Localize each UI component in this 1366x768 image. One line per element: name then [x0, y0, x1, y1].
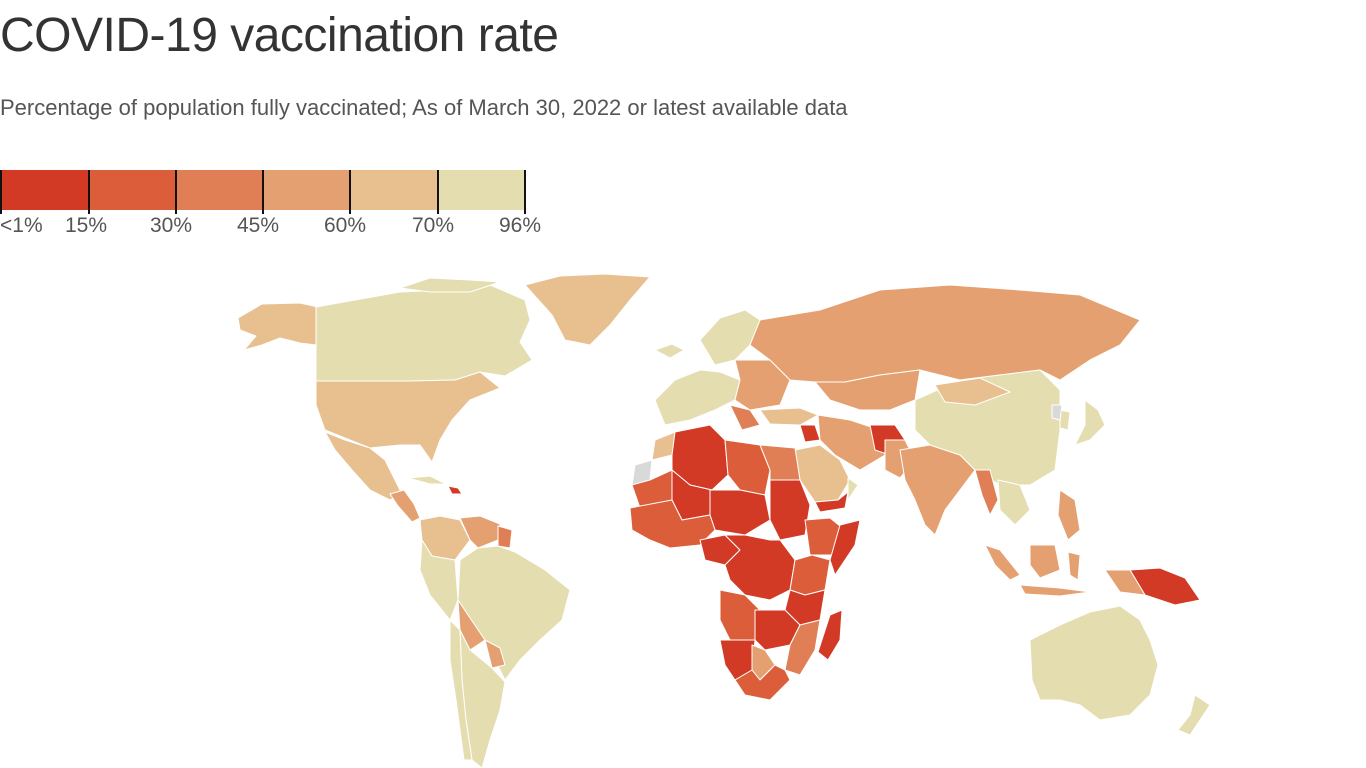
legend-tick	[349, 170, 351, 214]
region-paraguay	[484, 639, 506, 669]
legend-label-45: 45%	[237, 214, 280, 237]
region-indochina	[997, 479, 1031, 526]
region-central-america	[389, 489, 421, 523]
region-borneo	[1029, 544, 1061, 579]
region-japan	[1074, 399, 1106, 446]
region-north-korea	[1051, 404, 1063, 421]
legend-label-30: 30%	[150, 214, 193, 237]
region-western-europe	[654, 369, 741, 426]
legend-label-96: 96%	[499, 214, 542, 237]
page-subtitle: Percentage of population fully vaccinate…	[0, 95, 848, 120]
legend-swatch-6	[437, 170, 525, 210]
region-russia	[749, 284, 1141, 383]
region-usa	[315, 371, 501, 463]
region-kenya	[789, 554, 831, 596]
region-yemen	[814, 491, 849, 513]
region-central-africa	[724, 534, 796, 601]
region-java	[1019, 584, 1091, 597]
region-peru	[419, 539, 459, 621]
region-guyanas	[497, 525, 513, 549]
legend-tick	[524, 170, 526, 214]
region-cuba	[407, 475, 447, 485]
region-greenland	[524, 273, 651, 346]
region-mongolia	[934, 377, 1011, 406]
region-alaska	[237, 302, 319, 351]
region-madagascar	[817, 609, 843, 661]
region-west-papua	[1104, 569, 1146, 596]
region-niger-chad	[709, 489, 771, 536]
world-choropleth-map	[237, 273, 1211, 768]
region-iceland	[654, 343, 685, 359]
region-philippines	[1057, 489, 1081, 541]
legend-swatch-2	[89, 170, 176, 210]
region-turkey	[759, 407, 819, 426]
region-chile	[449, 619, 473, 761]
region-angola	[719, 589, 761, 641]
legend-label-lt1: <1%	[0, 214, 43, 237]
legend-label-70: 70%	[412, 214, 455, 237]
color-legend: <1% 15% 30% 45% 60% 70% 96%	[0, 170, 560, 242]
legend-tick	[88, 170, 90, 214]
legend-label-15: 15%	[65, 214, 108, 237]
region-sumatra	[984, 544, 1021, 581]
region-australia	[1029, 605, 1159, 721]
legend-label-60: 60%	[324, 214, 367, 237]
region-myanmar	[974, 469, 999, 516]
legend-swatch-4	[263, 170, 350, 210]
legend-tick	[0, 170, 2, 214]
region-haiti	[447, 485, 463, 495]
legend-swatch-3	[176, 170, 263, 210]
region-balkans	[729, 404, 761, 431]
region-iran	[817, 414, 886, 471]
region-south-africa	[734, 664, 791, 701]
region-saudi-arabia	[794, 444, 851, 503]
legend-swatch-5	[350, 170, 437, 210]
region-bolivia	[457, 599, 486, 651]
region-canada	[315, 284, 533, 382]
region-png	[1129, 567, 1201, 606]
legend-tick	[437, 170, 439, 214]
legend-tick	[175, 170, 177, 214]
region-mozambique	[784, 619, 821, 676]
legend-swatch-1	[1, 170, 89, 210]
region-korea	[1059, 409, 1071, 431]
region-oman	[847, 477, 859, 501]
region-new-zealand	[1177, 694, 1211, 736]
legend-bar	[1, 170, 525, 210]
map-regions	[237, 273, 1211, 768]
region-sudan	[769, 479, 811, 541]
region-west-africa	[629, 499, 716, 549]
legend-tick	[262, 170, 264, 214]
region-syria	[799, 424, 821, 443]
page-title: COVID-19 vaccination rate	[0, 9, 559, 62]
region-sulawesi	[1067, 551, 1081, 581]
region-scandinavia	[699, 309, 761, 366]
region-somalia	[829, 519, 861, 576]
region-canada-islands	[399, 277, 501, 293]
